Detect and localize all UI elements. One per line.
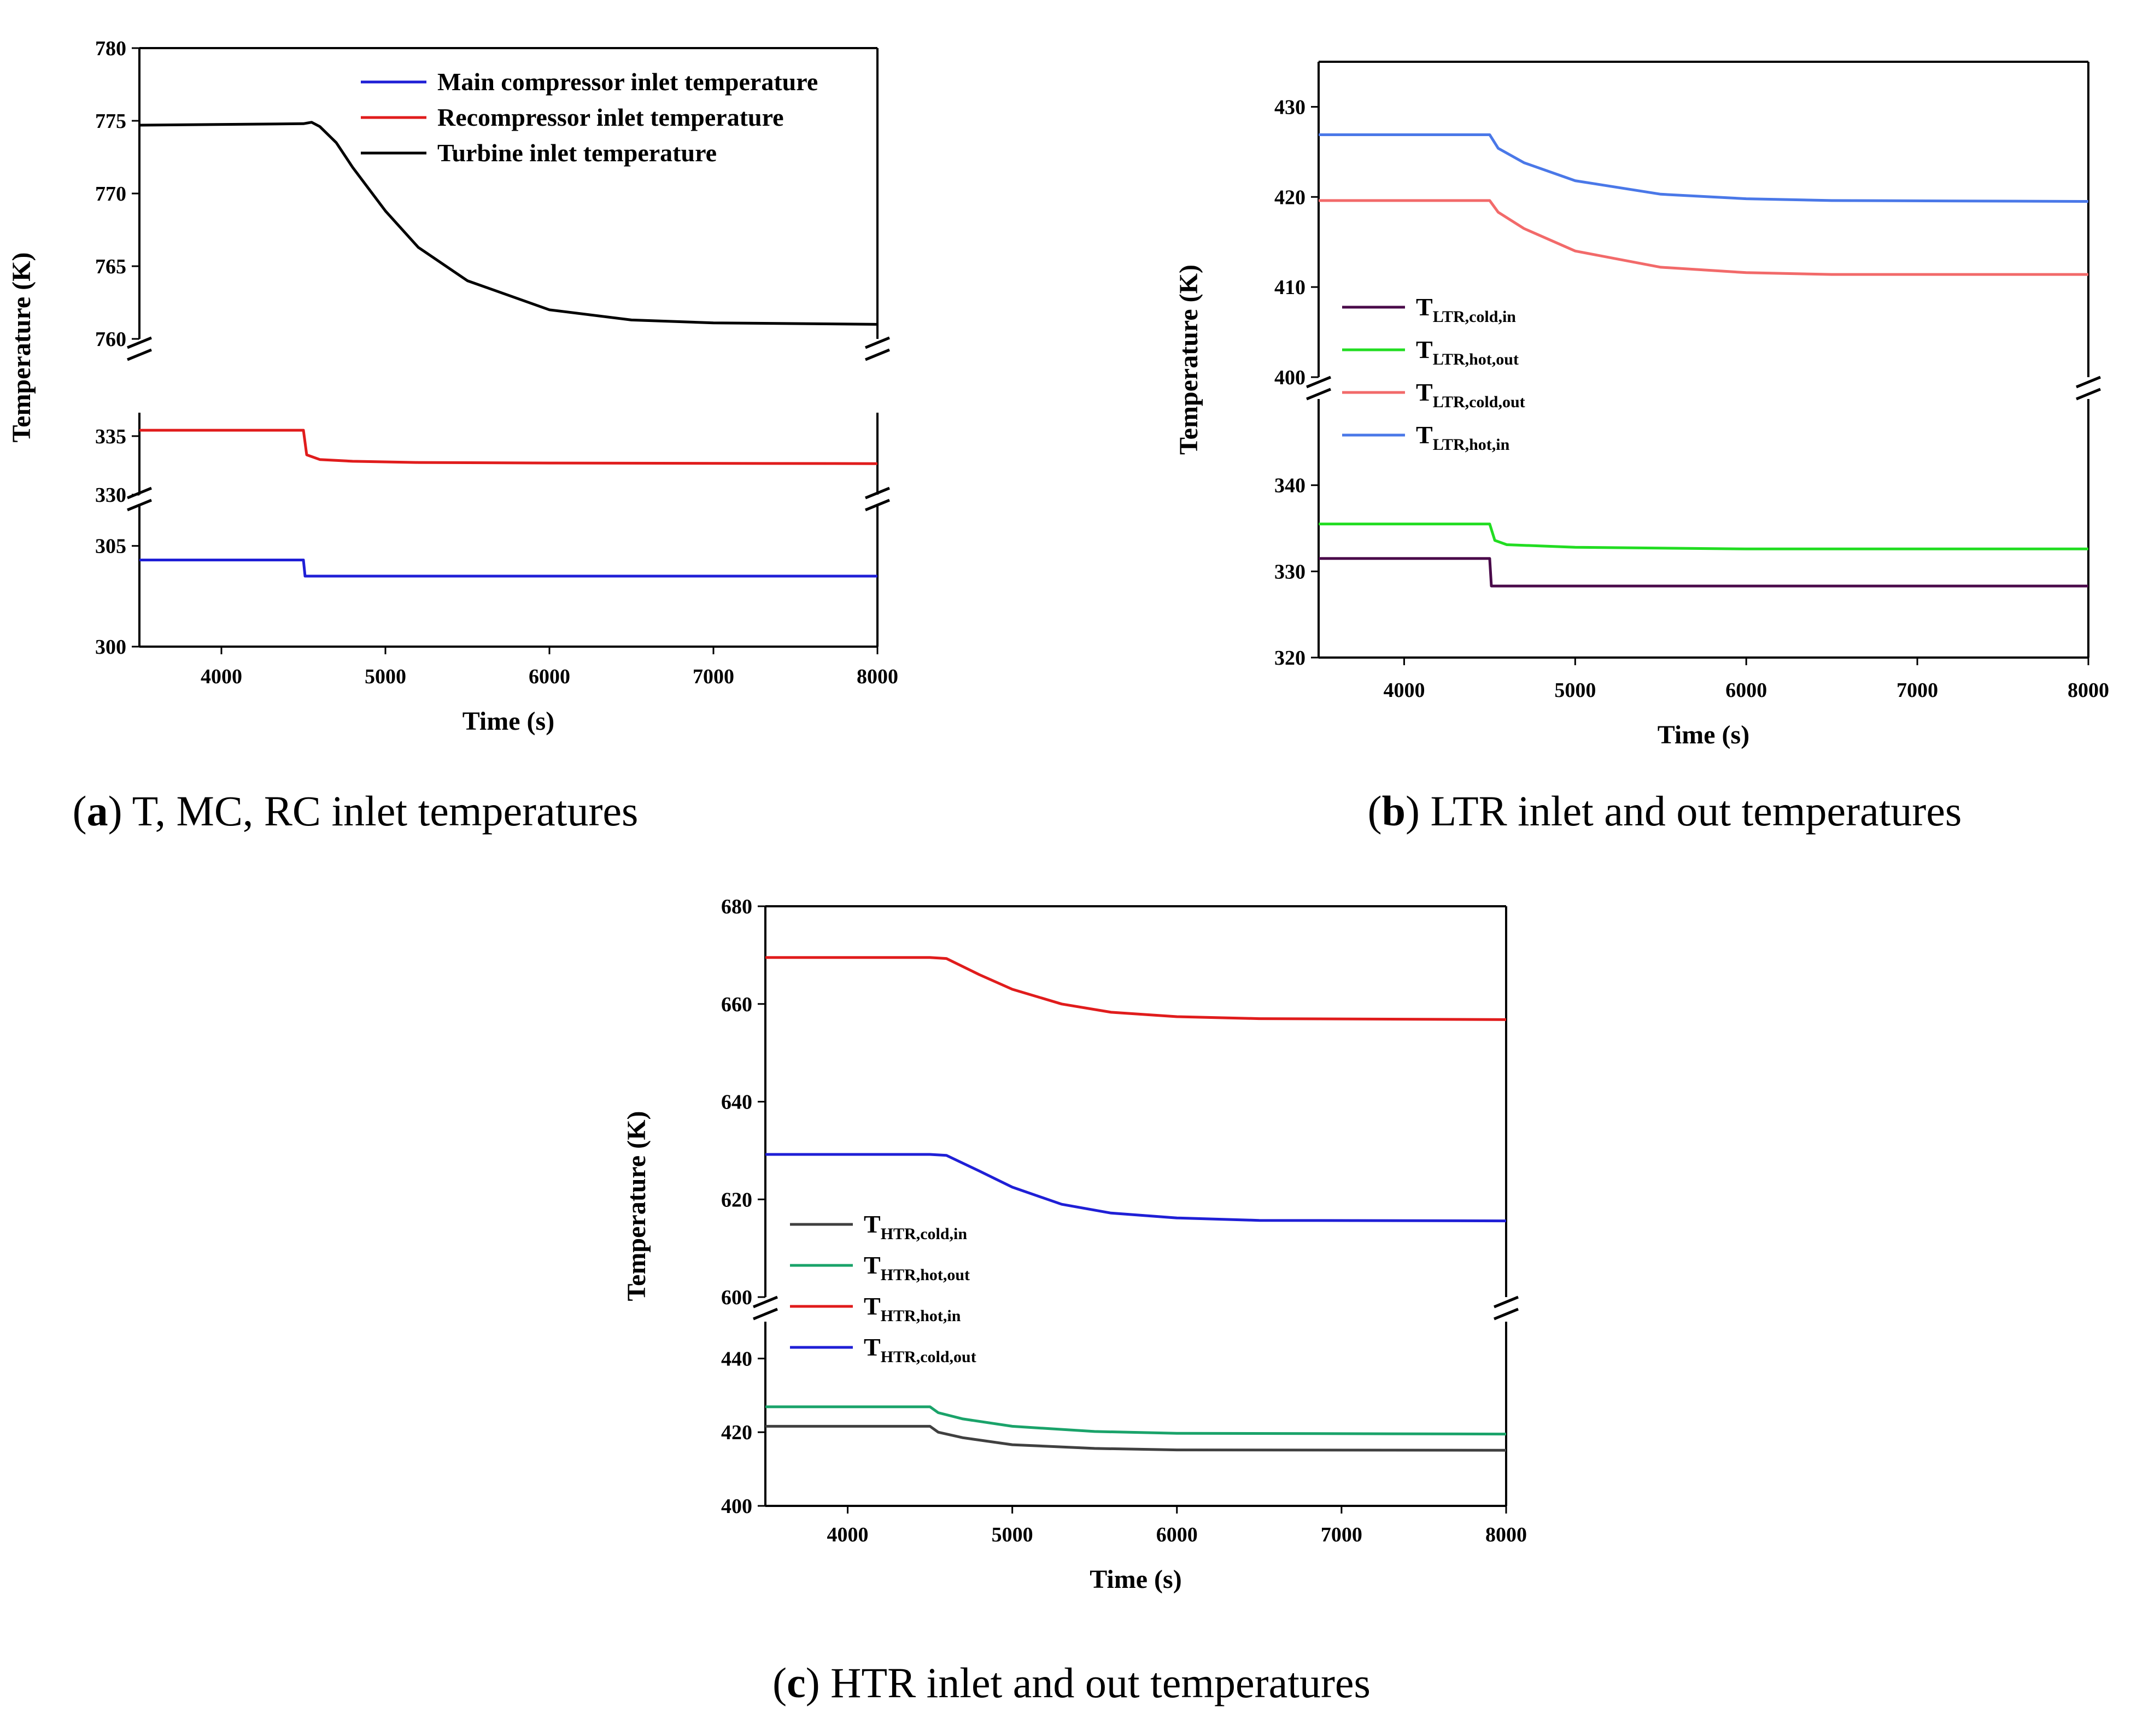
caption-b: (b) LTR inlet and out temperatures xyxy=(1368,787,1962,835)
y-tick-label: 410 xyxy=(1274,276,1305,299)
legend-label: THTR,cold,in xyxy=(864,1210,967,1243)
axis-break-mark xyxy=(2076,388,2101,401)
x-tick-label: 6000 xyxy=(529,665,570,688)
axis-break-mark xyxy=(865,336,890,349)
x-tick-label: 7000 xyxy=(1321,1523,1362,1546)
series-line xyxy=(1319,199,2088,276)
axis-break-mark xyxy=(127,486,152,500)
plot-frame xyxy=(753,905,1519,1507)
x-tick-label: 7000 xyxy=(1896,679,1938,702)
y-tick-label: 400 xyxy=(721,1495,752,1518)
x-tick-label: 5000 xyxy=(365,665,406,688)
legend-label: THTR,cold,out xyxy=(864,1333,976,1366)
axis-break-mark xyxy=(753,1295,778,1309)
legend-label: THTR,hot,in xyxy=(864,1292,961,1325)
x-tick-label: 5000 xyxy=(992,1523,1033,1546)
y-tick-label: 440 xyxy=(721,1347,752,1370)
legend: TLTR,cold,in TLTR,hot,out TLTR,cold,out TLT… xyxy=(1342,293,1525,454)
axis-break-mark xyxy=(865,498,890,512)
series-line xyxy=(139,121,878,326)
legend-label: Recompressor inlet temperature xyxy=(437,103,784,131)
x-tick-label: 7000 xyxy=(693,665,734,688)
x-tick-label: 5000 xyxy=(1554,679,1596,702)
x-tick-label: 8000 xyxy=(2068,679,2109,702)
chart-panel-c: 600 620 640 660 680 400 420 440 4000 5000 6000 7000… xyxy=(622,895,1527,1594)
axis-break-mark xyxy=(2076,376,2101,389)
axis-break-mark xyxy=(1494,1295,1519,1309)
axis-break-mark xyxy=(1494,1307,1519,1321)
y-tick-label: 780 xyxy=(95,37,126,60)
y-tick-label: 300 xyxy=(95,636,126,659)
legend-label: TLTR,cold,in xyxy=(1416,293,1516,326)
axis-break-mark xyxy=(127,336,152,349)
x-tick-label: 6000 xyxy=(1156,1523,1198,1546)
series-line xyxy=(765,1424,1507,1452)
y-tick-label: 420 xyxy=(1274,186,1305,209)
chart-panel-a: 760 765 770 775 780 330 335 300 305 4000 5000 6000 7… xyxy=(7,37,898,736)
axis-break-mark xyxy=(865,486,890,500)
plot-frame xyxy=(1306,61,2101,659)
axis-break-mark xyxy=(1306,388,1331,401)
y-tick-label: 760 xyxy=(95,328,126,351)
y-tick-label: 775 xyxy=(95,110,126,133)
legend: THTR,cold,in THTR,hot,out THTR,hot,in THTR,… xyxy=(790,1210,976,1366)
chart-panel-b: 400 410 420 430 320 330 340 4000 5000 6000 7000 800… xyxy=(1174,61,2109,749)
y-tick-label: 400 xyxy=(1274,366,1305,389)
x-axis-label: Time (s) xyxy=(1090,1565,1181,1594)
y-tick-label: 330 xyxy=(95,484,126,507)
axis-break-mark xyxy=(127,348,152,361)
y-tick-label: 330 xyxy=(1274,560,1305,583)
series-line xyxy=(139,429,878,465)
x-tick-label: 4000 xyxy=(827,1523,869,1546)
y-tick-label: 600 xyxy=(721,1286,752,1309)
legend-label: TLTR,cold,out xyxy=(1416,378,1525,411)
x-tick-label: 8000 xyxy=(1485,1523,1527,1546)
y-tick-label: 680 xyxy=(721,895,752,918)
axis-break-mark xyxy=(127,498,152,512)
legend-label: THTR,hot,out xyxy=(864,1251,970,1284)
legend-label: Turbine inlet temperature xyxy=(437,139,717,167)
x-tick-label: 8000 xyxy=(857,665,898,688)
y-tick-label: 640 xyxy=(721,1091,752,1114)
y-axis-label: Temperature (K) xyxy=(622,1111,651,1301)
legend: Main compressor inlet temperature Recompr… xyxy=(361,68,818,167)
y-tick-label: 320 xyxy=(1274,647,1305,670)
x-tick-label: 6000 xyxy=(1725,679,1767,702)
caption-c: (c) HTR inlet and out temperatures xyxy=(772,1659,1371,1706)
y-tick-label: 620 xyxy=(721,1188,752,1211)
series-line xyxy=(765,1153,1507,1223)
y-tick-label: 770 xyxy=(95,183,126,206)
axis-break-mark xyxy=(865,348,890,361)
y-tick-label: 430 xyxy=(1274,96,1305,119)
y-tick-label: 660 xyxy=(721,993,752,1016)
series-line xyxy=(139,559,877,578)
axis-break-mark xyxy=(1306,376,1331,389)
y-axis-label: Temperature (K) xyxy=(1174,265,1203,455)
legend-label: TLTR,hot,in xyxy=(1416,421,1510,454)
legend-label: TLTR,hot,out xyxy=(1416,336,1519,368)
y-tick-label: 420 xyxy=(721,1421,752,1444)
x-tick-label: 4000 xyxy=(201,665,242,688)
legend-label: Main compressor inlet temperature xyxy=(437,68,818,96)
series-line xyxy=(1319,557,2088,588)
y-tick-label: 305 xyxy=(95,535,126,558)
series-line xyxy=(1319,523,2088,550)
series-line xyxy=(1319,133,2089,203)
series-line xyxy=(765,1405,1507,1436)
y-axis-label: Temperature (K) xyxy=(7,253,36,443)
y-tick-label: 340 xyxy=(1274,474,1305,497)
caption-a: (a) T, MC, RC inlet temperatures xyxy=(73,787,639,835)
x-axis-label: Time (s) xyxy=(463,707,554,736)
axis-break-mark xyxy=(753,1307,778,1321)
x-axis-label: Time (s) xyxy=(1658,720,1749,749)
series-line xyxy=(765,956,1507,1021)
plot-frame xyxy=(127,47,890,648)
x-tick-label: 4000 xyxy=(1383,679,1425,702)
y-tick-label: 335 xyxy=(95,425,126,448)
y-tick-label: 765 xyxy=(95,255,126,278)
